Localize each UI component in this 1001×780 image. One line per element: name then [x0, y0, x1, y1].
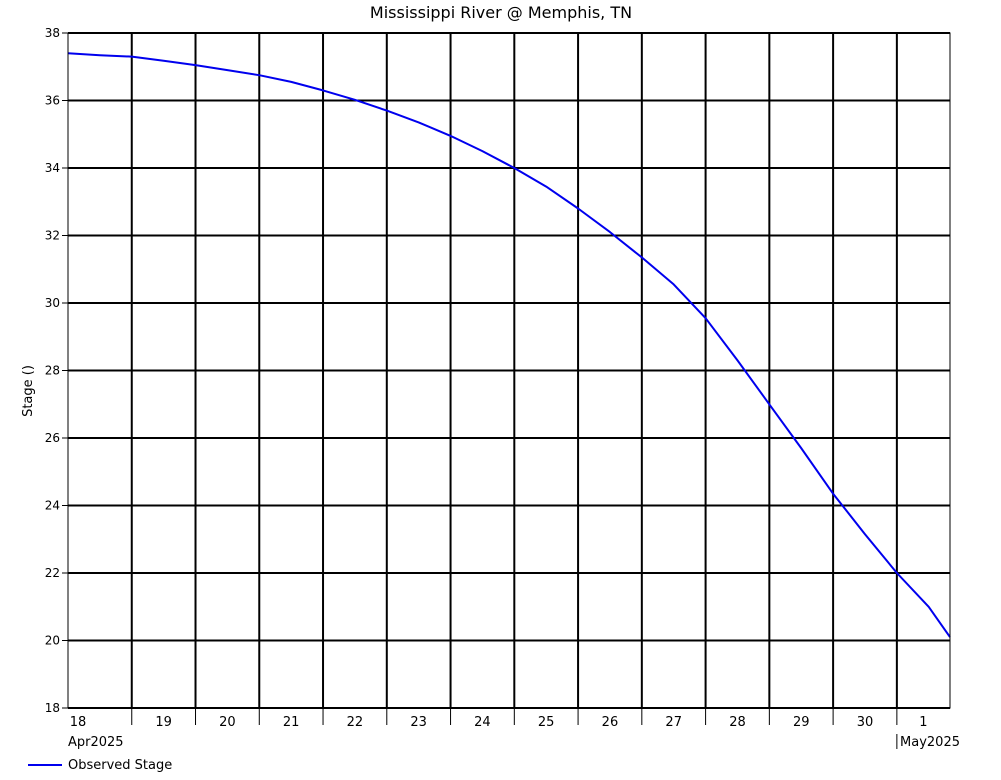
- x-month-label: May2025: [900, 735, 960, 750]
- y-tick-label: 34: [45, 161, 60, 175]
- x-tick-label: 22: [347, 715, 364, 730]
- x-tick-label: 28: [729, 715, 746, 730]
- chart-title: Mississippi River @ Memphis, TN: [370, 3, 632, 22]
- y-tick-label: 30: [45, 296, 60, 310]
- y-tick-label: 26: [45, 431, 60, 445]
- plot-frame: [67, 32, 951, 709]
- axes: 18 20 22 24 26 28 30 32 34 36 38 18 19 20 21 22 23 24 25 26…: [45, 26, 960, 750]
- y-tick-label: 18: [45, 701, 60, 715]
- legend-label-observed-stage: Observed Stage: [68, 758, 172, 773]
- y-tick-label: 38: [45, 26, 60, 40]
- x-tick-label: 23: [410, 715, 427, 730]
- x-tick-label: 18: [70, 715, 87, 730]
- y-tick-label: 32: [45, 229, 60, 243]
- y-tick-label: 22: [45, 566, 60, 580]
- y-tick-label: 20: [45, 634, 60, 648]
- x-tick-label: 27: [665, 715, 682, 730]
- y-tick-label: 24: [45, 499, 60, 513]
- x-tick-label: 25: [538, 715, 555, 730]
- x-tick-label: 1: [919, 715, 927, 730]
- x-tick-label: 24: [474, 715, 491, 730]
- legend: Observed Stage: [28, 758, 172, 773]
- y-tick-label: 36: [45, 94, 60, 108]
- series-layer: [67, 52, 951, 638]
- x-tick-label: 19: [155, 715, 172, 730]
- x-tick-label: 21: [283, 715, 300, 730]
- x-month-label: Apr2025: [68, 735, 124, 750]
- series-line-observed-stage: [67, 52, 951, 638]
- y-tick-label: 28: [45, 364, 60, 378]
- y-axis-label: Stage (): [21, 365, 36, 417]
- x-tick-label: 30: [857, 715, 874, 730]
- x-tick-label: 20: [219, 715, 236, 730]
- x-tick-label: 26: [602, 715, 619, 730]
- x-tick-label: 29: [793, 715, 810, 730]
